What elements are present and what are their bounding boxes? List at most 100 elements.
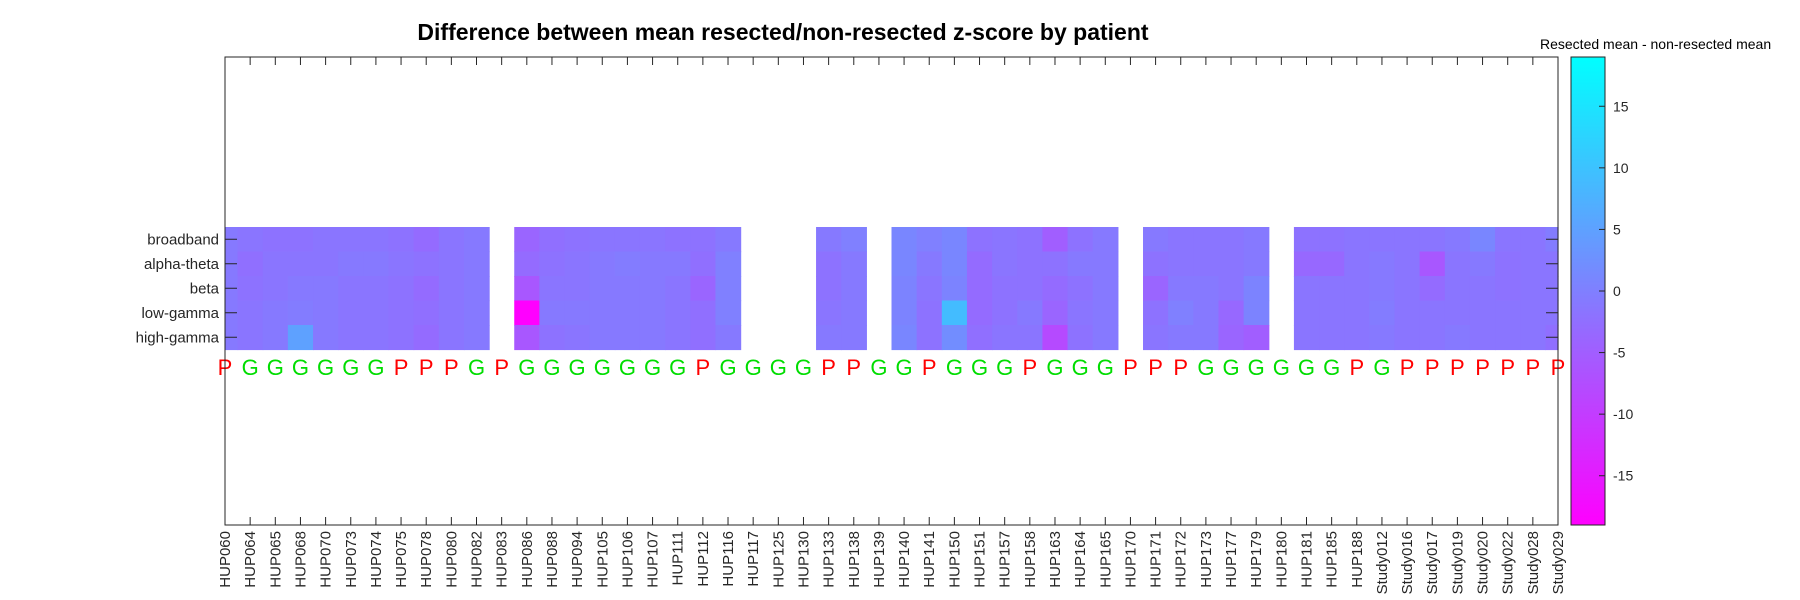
x-tick-label: HUP080 [443,531,460,588]
heatmap-cell [388,300,415,326]
heatmap-cell [1143,300,1169,326]
y-tick-label: low-gamma [141,305,219,322]
heatmap-cell [1520,300,1547,326]
outcome-label: P [821,355,836,380]
heatmap-cell [1042,276,1069,302]
outcome-label: P [1148,355,1163,380]
heatmap-cell [413,227,440,253]
heatmap-cell [1168,325,1194,351]
colorbar-tick-label: -10 [1613,406,1633,422]
heatmap-cell [338,276,364,302]
heatmap-cell [463,300,490,326]
heatmap-cell [1017,251,1044,277]
heatmap-cell [966,276,993,302]
heatmap-cell [690,276,717,302]
heatmap-cell [916,251,943,277]
heatmap-cell [1419,251,1446,277]
x-tick-label: HUP181 [1298,531,1315,588]
heatmap-cell [438,227,465,253]
heatmap-cell [1168,251,1194,277]
x-tick-label: HUP088 [544,531,561,588]
outcome-label: G [317,355,334,380]
outcome-label: G [719,355,736,380]
heatmap-cell [463,325,490,351]
heatmap-cell [1419,325,1446,351]
heatmap-cell [966,325,993,351]
outcome-label: P [494,355,509,380]
heatmap-cell [1344,251,1370,277]
heatmap-cell [1042,325,1069,351]
heatmap-cell [287,251,314,277]
heatmap-cell [916,300,943,326]
heatmap-cell [1067,325,1094,351]
outcome-label: G [1273,355,1290,380]
heatmap-cells [225,227,1559,351]
heatmap-cell [1092,300,1119,326]
heatmap-cell [1067,300,1094,326]
outcome-label: G [1222,355,1239,380]
chart-title: Difference between mean resected/non-res… [417,19,1148,45]
heatmap-cell [966,227,993,253]
outcome-label: G [971,355,988,380]
x-tick-label: HUP112 [695,531,712,587]
heatmap-cell [539,300,566,326]
heatmap-cell [237,227,264,253]
x-tick-label: Study016 [1399,531,1416,594]
heatmap-cell [539,227,566,253]
heatmap-cell [589,325,616,351]
x-tick-label: Study029 [1550,531,1567,594]
x-tick-label: HUP171 [1148,531,1165,588]
heatmap-cell [1319,300,1345,326]
x-tick-label: HUP163 [1047,531,1064,588]
outcome-label: P [1400,355,1415,380]
x-tick-label: HUP185 [1324,531,1341,588]
x-tick-label: HUP173 [1198,531,1215,588]
heatmap-cell [1193,251,1220,277]
x-tick-label: HUP064 [242,531,259,588]
heatmap-cell [589,300,616,326]
heatmap-cell [1394,227,1421,253]
heatmap-cell [1143,276,1169,302]
heatmap-cell [1243,227,1270,253]
heatmap-cell [539,251,566,277]
heatmap-cell [363,300,390,326]
heatmap-cell [1469,227,1496,253]
heatmap-cell [1017,276,1044,302]
heatmap-cell [639,300,666,326]
heatmap-cell [816,325,842,351]
outcome-label: P [1526,355,1541,380]
heatmap-cell [992,300,1018,326]
heatmap-cell [841,227,867,253]
x-tick-label: HUP164 [1072,531,1089,588]
heatmap-cell [438,276,465,302]
heatmap-cell [1218,276,1245,302]
heatmap-cell [1419,276,1446,302]
colorbar-tick-label: 5 [1613,221,1621,237]
heatmap-cell [564,276,591,302]
colorbar: Resected mean - non-resected mean 15 10 5 0… [1540,36,1771,526]
heatmap-cell [1444,227,1471,253]
heatmap-cell [1193,325,1220,351]
heatmap-cell [841,325,867,351]
colorbar-tick-label: -15 [1613,468,1633,484]
heatmap-cell [514,251,540,277]
plot-axes-box [224,56,1559,526]
heatmap-cell [287,325,314,351]
heatmap-cell [363,325,390,351]
heatmap-cell [665,227,691,253]
heatmap-cell [816,251,842,277]
heatmap-cell [1344,300,1370,326]
heatmap-cell [614,300,641,326]
colorbar-tick-label: 0 [1613,283,1621,299]
y-tick-label: high-gamma [136,329,220,346]
heatmap-cell [514,300,540,326]
outcome-label: P [1022,355,1037,380]
heatmap-cell [941,227,968,253]
heatmap-cell [1444,251,1471,277]
heatmap-cell [313,227,339,253]
heatmap-cell [1394,276,1421,302]
heatmap-cell [1344,276,1370,302]
heatmap-cell [841,251,867,277]
heatmap-cell [665,276,691,302]
heatmap-cell [388,227,415,253]
